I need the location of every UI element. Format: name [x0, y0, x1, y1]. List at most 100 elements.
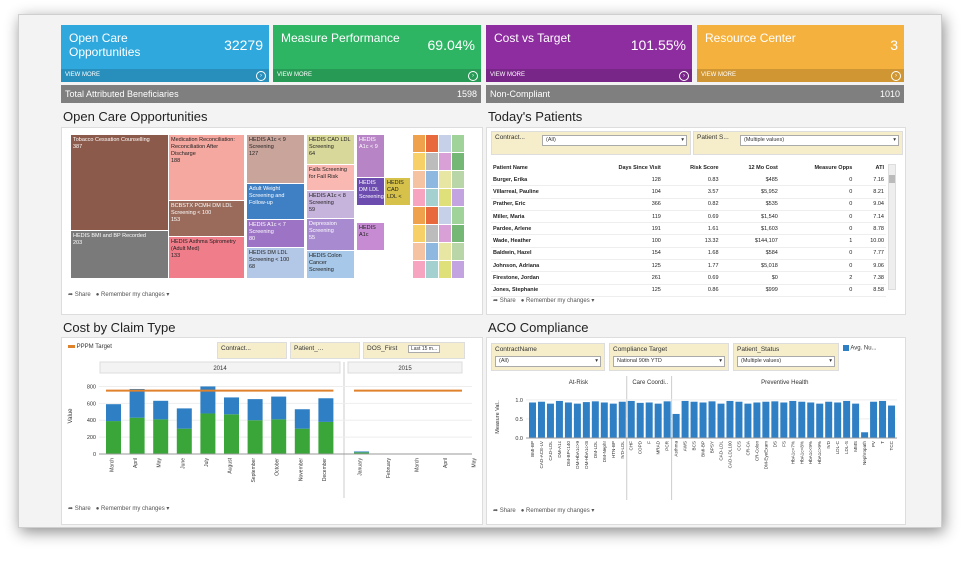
treemap-tile[interactable]: Tobacco Cessation Counselling 387 — [71, 135, 168, 230]
bar-segment[interactable] — [318, 421, 334, 454]
table-row[interactable]: Jones, Stephanie 125 0.86 $999 0 8.58 — [491, 284, 886, 297]
treemap-tile[interactable] — [452, 135, 464, 152]
kpi-tile[interactable]: Measure Performance 69.04% VIEW MORE › — [273, 25, 481, 82]
compliance-bar[interactable] — [780, 402, 788, 438]
compliance-bar[interactable] — [627, 400, 635, 438]
remember-changes-toggle[interactable]: ● Remember my changes ▾ — [520, 298, 595, 304]
treemap-tile[interactable] — [426, 135, 438, 152]
bar-segment[interactable] — [106, 421, 121, 454]
bar-segment[interactable] — [224, 414, 239, 454]
table-scrollbar[interactable] — [888, 164, 896, 290]
treemap-tile[interactable]: HEDIS Colon Cancer Screening — [307, 251, 354, 278]
bar-segment[interactable] — [354, 452, 369, 454]
bar-segment[interactable] — [200, 413, 216, 454]
treemap-tile[interactable] — [426, 153, 438, 170]
treemap-tile[interactable]: HEDIS Asthma Spirometry (Adult Med) 133 — [169, 237, 244, 278]
share-button[interactable]: ➦ Share — [493, 508, 516, 514]
column-header[interactable]: 12 Mo Cost — [748, 165, 778, 171]
treemap-tile[interactable] — [439, 189, 451, 206]
compliance-bar[interactable] — [582, 402, 590, 438]
bar-segment[interactable] — [176, 408, 192, 429]
treemap-tile[interactable]: HEDIS CAD LDL Screening 64 — [307, 135, 354, 164]
compliance-bar[interactable] — [690, 401, 698, 438]
dos-first-filter[interactable]: DOS_First Last 15 m... — [363, 342, 465, 359]
treemap-tile[interactable]: Adult Weight Screening and Follow-up — [247, 184, 304, 219]
view-more-link[interactable]: VIEW MORE › — [697, 69, 904, 82]
treemap-tile[interactable] — [426, 261, 438, 278]
remember-changes-toggle[interactable]: ● Remember my changes ▾ — [520, 508, 595, 514]
compliance-bar[interactable] — [861, 432, 869, 438]
bar-segment[interactable] — [176, 428, 192, 454]
table-row[interactable]: Johnson, Adriana 125 1.77 $5,018 0 9.06 — [491, 259, 886, 273]
remember-changes-toggle[interactable]: ● Remember my changes ▾ — [95, 506, 170, 512]
treemap-tile[interactable]: HEDIS A1c — [357, 223, 384, 250]
table-row[interactable]: Wade, Heather 100 13.32 $144,107 1 10.00 — [491, 234, 886, 248]
compliance-bar[interactable] — [852, 403, 860, 438]
compliance-bar[interactable] — [789, 400, 797, 438]
bar-segment[interactable] — [294, 428, 310, 454]
compliance-bar[interactable] — [681, 400, 689, 438]
bar-segment[interactable] — [153, 419, 169, 454]
column-header[interactable]: ATI — [875, 165, 884, 171]
contract-filter[interactable]: Contract... — [217, 342, 287, 359]
compliance-bar[interactable] — [645, 402, 653, 438]
compliance-bar[interactable] — [753, 402, 761, 438]
treemap-tile[interactable] — [439, 135, 451, 152]
contract-filter[interactable]: Contract... (All) ▾ — [491, 131, 691, 155]
treemap-tile[interactable] — [413, 243, 425, 260]
share-button[interactable]: ➦ Share — [68, 292, 91, 298]
table-row[interactable]: Miller, Maria 119 0.69 $1,540 0 7.14 — [491, 210, 886, 224]
bar-segment[interactable] — [153, 400, 169, 420]
compliance-target-select[interactable]: National 90th YTD ▾ — [613, 356, 725, 367]
compliance-bar[interactable] — [744, 403, 752, 438]
treemap-tile[interactable] — [439, 207, 451, 224]
treemap-tile[interactable]: HEDIS A1c < 9 Screening 127 — [247, 135, 304, 183]
treemap-tile[interactable] — [413, 189, 425, 206]
table-row[interactable]: Baldwin, Hazel 154 1.68 $584 0 7.77 — [491, 247, 886, 261]
compliance-bar[interactable] — [879, 400, 887, 438]
treemap-tile[interactable] — [452, 243, 464, 260]
treemap-tile[interactable] — [452, 171, 464, 188]
table-row[interactable]: Villarreal, Pauline 104 3.57 $5,952 0 8.21 — [491, 185, 886, 199]
bar-segment[interactable] — [271, 419, 287, 454]
treemap-tile[interactable] — [426, 225, 438, 242]
bar-segment[interactable] — [247, 399, 263, 421]
compliance-bar[interactable] — [771, 401, 779, 438]
treemap-tile[interactable]: Falls Screening for Fall Risk — [307, 165, 354, 190]
treemap-tile[interactable] — [413, 225, 425, 242]
column-header[interactable]: Patient Name — [493, 165, 528, 171]
compliance-bar[interactable] — [843, 400, 851, 438]
contract-name-filter[interactable]: ContractName (All) ▾ — [491, 343, 605, 371]
treemap-tile[interactable]: Depression Screening 55 — [307, 219, 354, 250]
bar-segment[interactable] — [129, 388, 145, 418]
compliance-bar[interactable] — [600, 402, 608, 438]
treemap-tile[interactable] — [413, 261, 425, 278]
compliance-bar[interactable] — [762, 401, 770, 438]
treemap-tile[interactable] — [426, 189, 438, 206]
share-button[interactable]: ➦ Share — [493, 298, 516, 304]
view-more-link[interactable]: VIEW MORE › — [486, 69, 692, 82]
compliance-bar[interactable] — [699, 402, 707, 438]
treemap-tile[interactable]: HEDIS A1c < 8 Screening 59 — [307, 191, 354, 218]
treemap-tile[interactable] — [452, 225, 464, 242]
bar-segment[interactable] — [294, 409, 310, 429]
compliance-bar[interactable] — [546, 403, 554, 438]
compliance-bar[interactable] — [555, 400, 563, 438]
compliance-bar[interactable] — [591, 401, 599, 438]
treemap-tile[interactable] — [452, 153, 464, 170]
patient-status-filter[interactable]: Patient S... (Multiple values) ▾ — [693, 131, 903, 155]
treemap-tile[interactable] — [452, 261, 464, 278]
compliance-bar[interactable] — [663, 401, 671, 438]
compliance-bar[interactable] — [888, 405, 896, 438]
compliance-bar[interactable] — [798, 401, 806, 438]
scrollbar-thumb[interactable] — [889, 175, 895, 183]
treemap-tile[interactable] — [439, 171, 451, 188]
compliance-bar[interactable] — [816, 403, 824, 438]
table-row[interactable]: Burger, Erika 128 0.83 $485 0 7.16 — [491, 174, 886, 187]
treemap-tile[interactable] — [413, 207, 425, 224]
compliance-bar[interactable] — [564, 402, 572, 438]
compliance-bar[interactable] — [717, 403, 725, 438]
treemap-tile[interactable] — [439, 225, 451, 242]
compliance-bar[interactable] — [825, 401, 833, 438]
compliance-bar[interactable] — [537, 401, 545, 438]
